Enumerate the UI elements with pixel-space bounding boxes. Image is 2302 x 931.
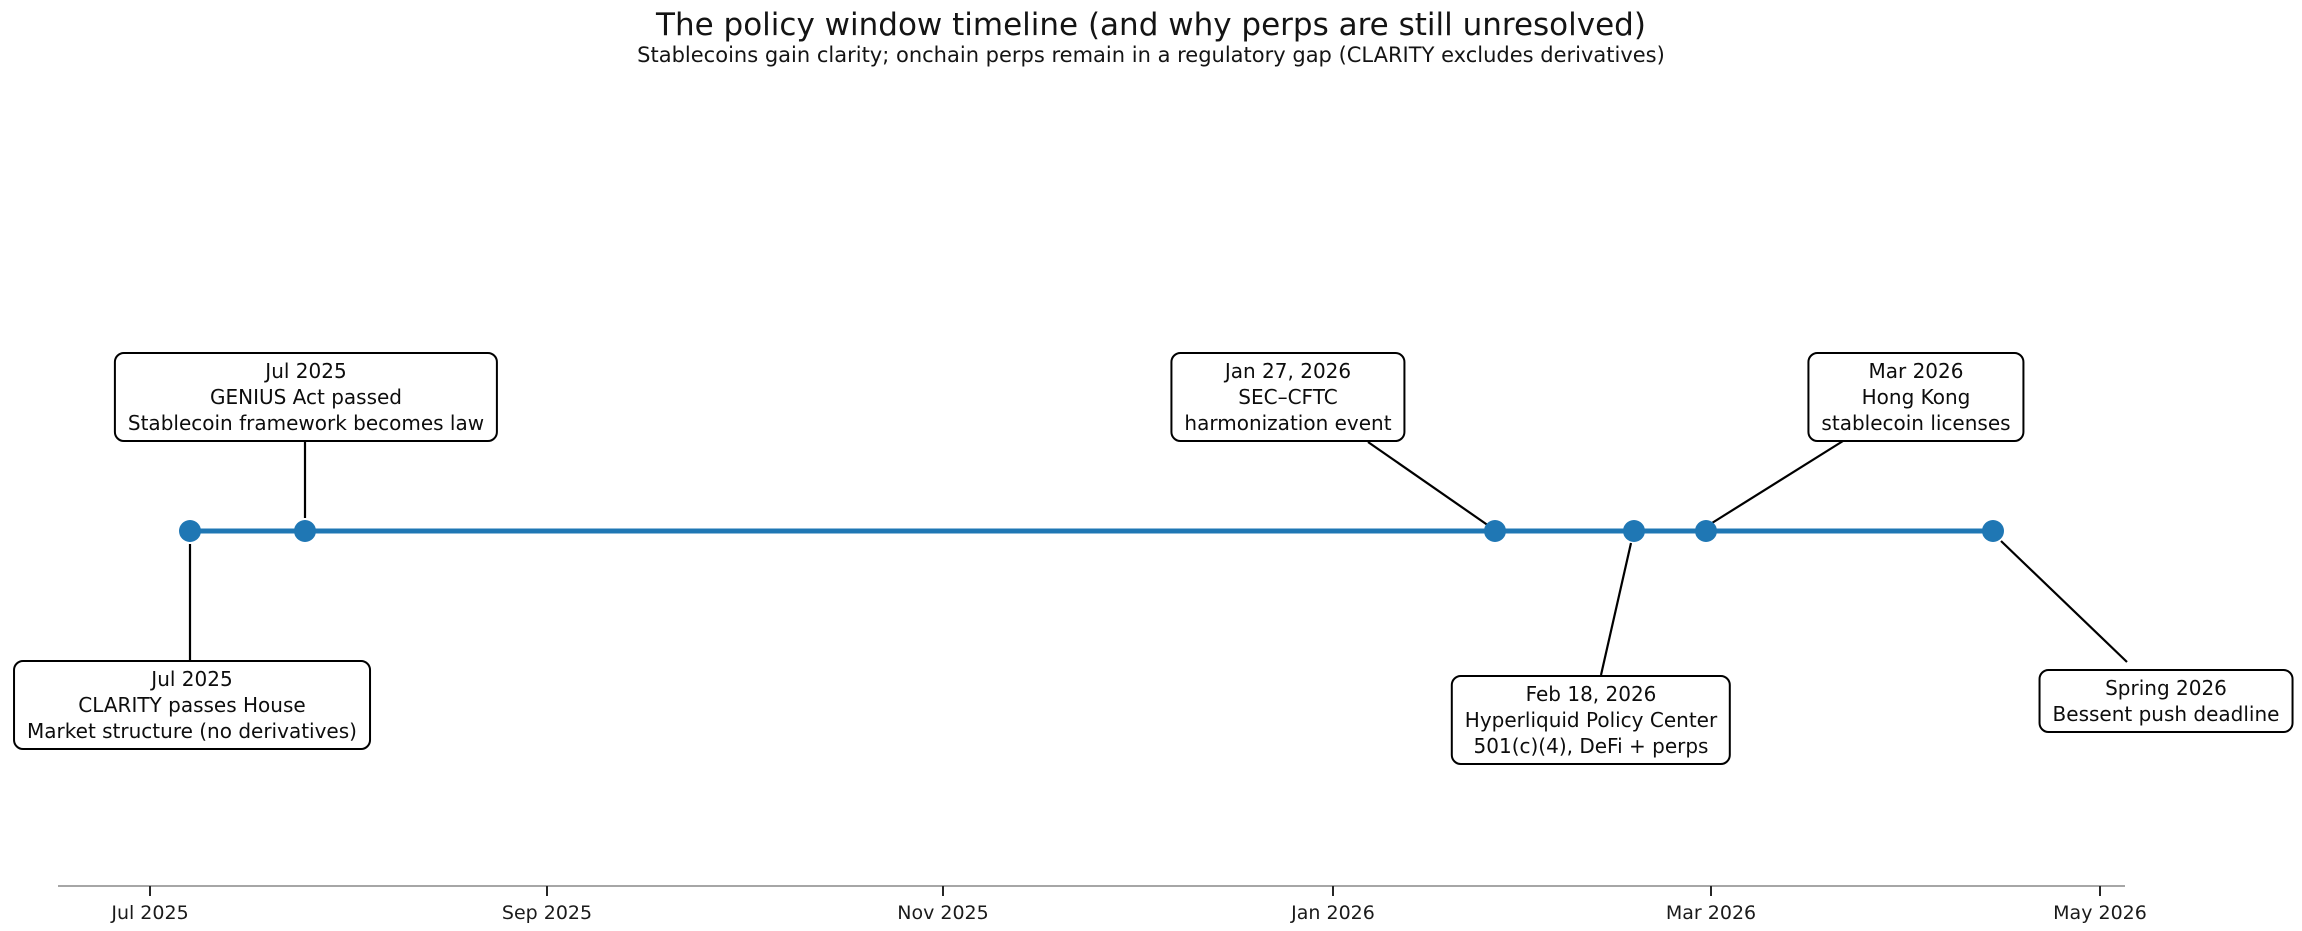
- event-description-line: 501(c)(4), DeFi + perps: [1473, 734, 1709, 758]
- event-dot: [294, 520, 316, 542]
- event-date: Mar 2026: [1868, 359, 1964, 383]
- event-annotation: Spring 2026 Bessent push deadline: [2038, 669, 2294, 733]
- event-date: Jan 27, 2026: [1224, 359, 1352, 383]
- event-annotation: Jul 2025 GENIUS Act passed Stablecoin fram…: [113, 352, 499, 442]
- event-connector-line: [2000, 540, 2128, 663]
- chart-title: The policy window timeline (and why perp…: [656, 7, 1646, 43]
- x-tick-label: Jan 2026: [1291, 902, 1375, 924]
- event-connector-line: [1599, 542, 1633, 676]
- event-connector-line: [1367, 441, 1490, 527]
- event-annotation: Mar 2026 Hong Kong stablecoin licenses: [1807, 352, 2025, 442]
- event-dot: [1695, 520, 1717, 542]
- event-description-line: Bessent push deadline: [2052, 702, 2280, 726]
- x-tick-label: Jul 2025: [111, 902, 189, 924]
- event-annotation: Jan 27, 2026 SEC–CFTC harmonization event: [1170, 352, 1406, 442]
- event-description-line: SEC–CFTC: [1238, 385, 1338, 409]
- event-dot: [1484, 520, 1506, 542]
- event-description-line: harmonization event: [1184, 411, 1392, 435]
- event-description-line: stablecoin licenses: [1821, 411, 2011, 435]
- event-description-line: Hyperliquid Policy Center: [1464, 708, 1718, 732]
- event-date: Spring 2026: [2105, 676, 2227, 700]
- chart-subtitle: Stablecoins gain clarity; onchain perps …: [637, 43, 1665, 67]
- x-tick-label: Sep 2025: [501, 902, 593, 924]
- event-description-line: Stablecoin framework becomes law: [127, 411, 485, 435]
- event-description-line: Market structure (no derivatives): [27, 719, 357, 743]
- event-connector-line: [1711, 440, 1844, 524]
- event-annotation: Jul 2025 CLARITY passes House Market struc…: [13, 660, 371, 750]
- event-date: Jul 2025: [265, 359, 347, 383]
- x-tick-label: Mar 2026: [1665, 902, 1757, 924]
- event-description-line: CLARITY passes House: [78, 693, 306, 717]
- event-description-line: Hong Kong: [1861, 385, 1971, 409]
- event-annotation: Feb 18, 2026 Hyperliquid Policy Center 501…: [1450, 675, 1732, 765]
- event-description-line: GENIUS Act passed: [209, 385, 403, 409]
- x-tick-label: Nov 2025: [897, 902, 989, 924]
- event-dot: [1623, 520, 1645, 542]
- event-date: Feb 18, 2026: [1525, 682, 1657, 706]
- x-tick-label: May 2026: [2053, 902, 2147, 924]
- event-dot: [1982, 520, 2004, 542]
- event-dot: [179, 520, 201, 542]
- event-date: Jul 2025: [151, 667, 233, 691]
